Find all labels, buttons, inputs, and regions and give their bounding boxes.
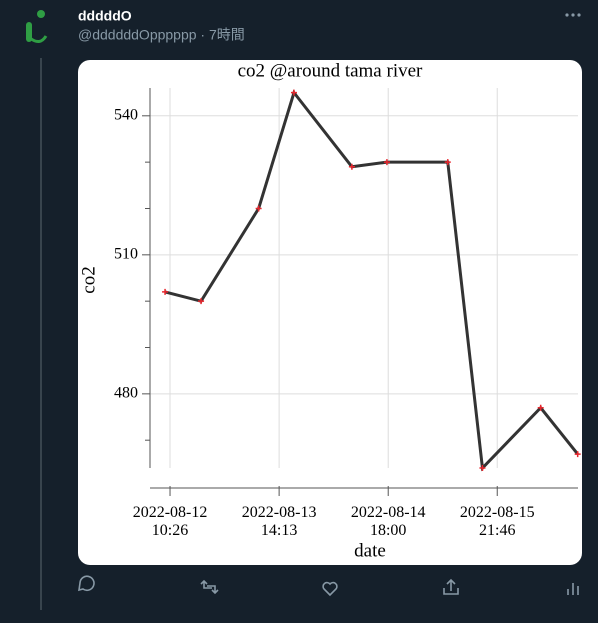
x-tick-label: 2022-08-14 18:00 <box>351 504 426 539</box>
x-tick-label: 2022-08-13 14:13 <box>242 504 317 539</box>
data-point <box>162 288 169 295</box>
data-point <box>537 404 544 411</box>
analytics-button[interactable] <box>567 583 579 595</box>
data-point <box>444 159 451 166</box>
reply-button[interactable] <box>78 575 95 592</box>
x-tick-label: 2022-08-12 10:26 <box>133 504 208 539</box>
data-point <box>574 451 581 458</box>
data-point <box>290 89 297 96</box>
chart: co2 @around tama river date co2 480 510 540 20… <box>78 60 581 561</box>
share-button[interactable] <box>443 578 459 595</box>
data-point <box>348 163 355 170</box>
y-axis-label: co2 <box>78 266 99 293</box>
retweet-button[interactable] <box>200 579 219 595</box>
x-tick-label: 2022-08-15 21:46 <box>460 504 535 539</box>
user-name[interactable]: dddddO <box>78 8 132 24</box>
data-line <box>164 89 579 472</box>
y-tick-label: 540 <box>114 106 138 123</box>
user-meta: @ddddddOpppppp · 7時間 <box>78 27 245 43</box>
chart-card[interactable] <box>78 60 582 565</box>
y-tick-label: 480 <box>114 385 138 402</box>
data-point <box>383 159 390 166</box>
data-point <box>255 205 262 212</box>
chart-title: co2 @around tama river <box>238 60 423 81</box>
data-point <box>479 465 486 471</box>
more-button[interactable] <box>565 13 581 17</box>
data-point <box>198 298 205 305</box>
avatar[interactable] <box>26 10 48 43</box>
x-axis-label: date <box>354 540 386 561</box>
like-button[interactable] <box>322 581 338 597</box>
y-tick-label: 510 <box>114 246 138 263</box>
